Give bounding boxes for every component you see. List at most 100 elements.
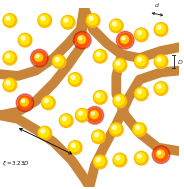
Circle shape — [6, 16, 10, 20]
Circle shape — [136, 29, 146, 39]
Circle shape — [135, 28, 148, 42]
Circle shape — [22, 99, 25, 102]
Circle shape — [86, 106, 104, 124]
Circle shape — [42, 96, 55, 110]
Circle shape — [79, 111, 82, 115]
Circle shape — [137, 58, 141, 61]
Circle shape — [90, 111, 98, 119]
Circle shape — [157, 58, 161, 61]
Circle shape — [136, 56, 146, 66]
Circle shape — [68, 141, 82, 154]
Circle shape — [91, 112, 94, 115]
Circle shape — [62, 17, 72, 26]
Circle shape — [55, 58, 59, 61]
Circle shape — [78, 36, 86, 43]
Text: $D$: $D$ — [177, 58, 184, 66]
Circle shape — [77, 110, 86, 119]
Circle shape — [157, 26, 161, 29]
Circle shape — [133, 123, 146, 136]
Circle shape — [70, 142, 79, 152]
Circle shape — [114, 60, 124, 69]
Circle shape — [95, 133, 98, 137]
Circle shape — [31, 49, 48, 67]
Circle shape — [54, 56, 63, 66]
Circle shape — [152, 146, 170, 163]
Circle shape — [87, 15, 97, 25]
Circle shape — [20, 98, 28, 106]
Text: $\it{d}$: $\it{d}$ — [153, 1, 160, 9]
Circle shape — [4, 79, 14, 89]
Circle shape — [4, 53, 14, 62]
Circle shape — [113, 58, 127, 72]
Circle shape — [64, 18, 68, 22]
Circle shape — [6, 81, 10, 85]
Circle shape — [92, 130, 105, 144]
Circle shape — [39, 128, 49, 137]
Circle shape — [3, 14, 17, 27]
Circle shape — [156, 150, 164, 158]
Circle shape — [121, 36, 128, 43]
Circle shape — [116, 61, 120, 65]
Circle shape — [52, 55, 66, 68]
Circle shape — [109, 19, 123, 33]
Circle shape — [158, 151, 161, 154]
Circle shape — [135, 87, 148, 101]
Circle shape — [114, 154, 124, 164]
Circle shape — [33, 51, 46, 65]
Circle shape — [20, 35, 29, 44]
Circle shape — [134, 124, 144, 134]
Circle shape — [154, 55, 168, 68]
Circle shape — [21, 36, 25, 40]
Circle shape — [109, 123, 123, 136]
Circle shape — [71, 144, 75, 147]
Circle shape — [93, 50, 107, 63]
Circle shape — [96, 158, 100, 162]
Circle shape — [88, 108, 102, 122]
Circle shape — [154, 148, 168, 161]
Circle shape — [41, 129, 45, 133]
Circle shape — [86, 14, 100, 27]
Circle shape — [59, 114, 73, 127]
Circle shape — [95, 92, 104, 102]
Circle shape — [136, 88, 146, 98]
Circle shape — [118, 33, 132, 47]
Circle shape — [3, 51, 17, 65]
Circle shape — [61, 15, 75, 29]
Circle shape — [3, 78, 17, 92]
Circle shape — [116, 156, 120, 160]
Circle shape — [89, 16, 93, 20]
Circle shape — [71, 76, 75, 79]
Circle shape — [36, 55, 39, 58]
Circle shape — [93, 155, 107, 169]
Circle shape — [137, 154, 141, 158]
Circle shape — [155, 83, 165, 93]
Circle shape — [116, 97, 120, 101]
Circle shape — [41, 16, 45, 20]
Circle shape — [137, 31, 141, 35]
Circle shape — [155, 24, 165, 34]
Circle shape — [111, 20, 121, 30]
Circle shape — [154, 23, 168, 36]
Circle shape — [39, 15, 49, 25]
Circle shape — [113, 153, 127, 167]
Circle shape — [157, 84, 161, 88]
Circle shape — [38, 14, 52, 27]
Circle shape — [61, 115, 70, 125]
Circle shape — [135, 55, 148, 68]
Circle shape — [45, 99, 48, 103]
Circle shape — [35, 53, 43, 61]
Circle shape — [155, 56, 165, 66]
Circle shape — [43, 97, 52, 107]
Text: $\xi = 3.23D$: $\xi = 3.23D$ — [2, 159, 29, 168]
Circle shape — [79, 37, 82, 40]
Circle shape — [112, 22, 116, 26]
Circle shape — [136, 126, 139, 129]
Circle shape — [95, 51, 104, 60]
Circle shape — [3, 12, 175, 183]
Circle shape — [122, 37, 125, 40]
Circle shape — [62, 117, 66, 121]
Circle shape — [16, 94, 34, 112]
Circle shape — [95, 156, 104, 166]
Circle shape — [68, 73, 82, 86]
Circle shape — [18, 96, 32, 110]
